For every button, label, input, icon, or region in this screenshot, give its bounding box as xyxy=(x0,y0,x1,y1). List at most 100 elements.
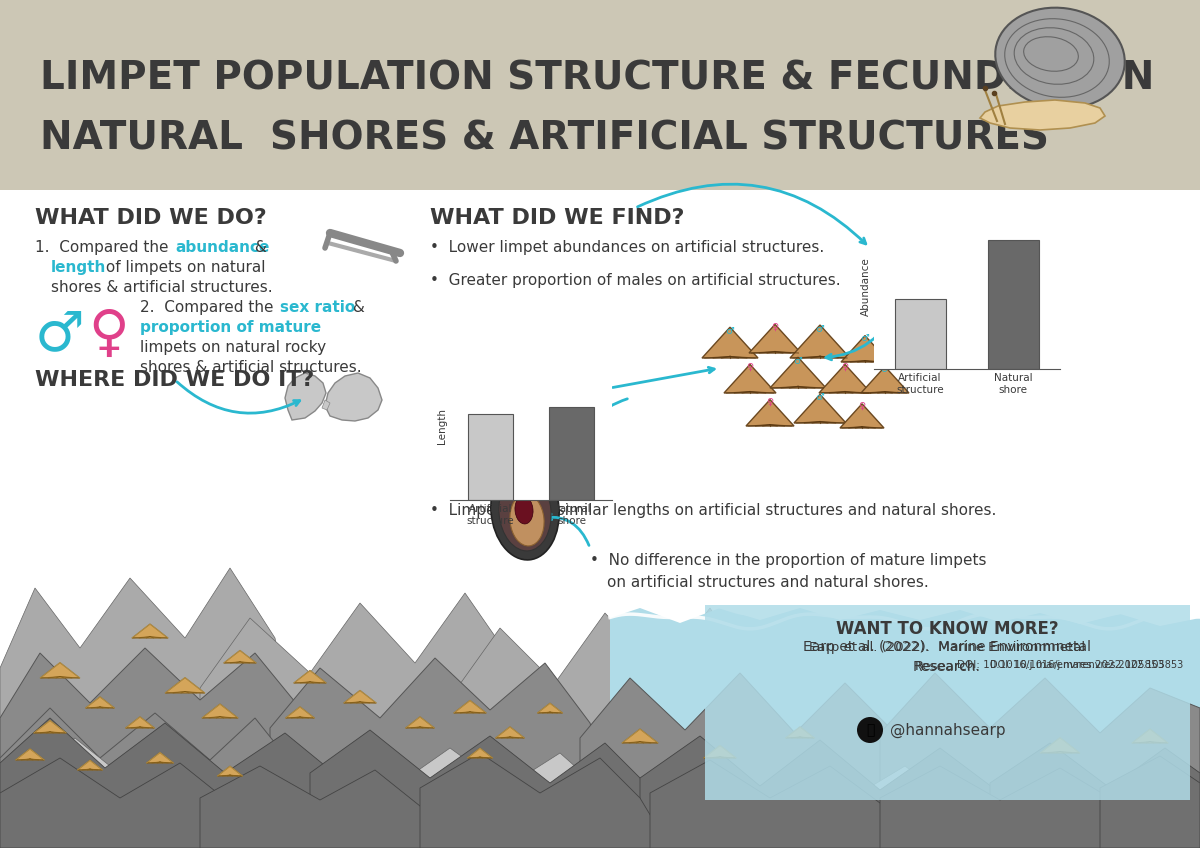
Polygon shape xyxy=(217,767,242,776)
Text: WHAT DID WE FIND?: WHAT DID WE FIND? xyxy=(430,208,684,228)
Polygon shape xyxy=(78,760,103,770)
Ellipse shape xyxy=(491,460,559,560)
Polygon shape xyxy=(406,717,434,728)
Polygon shape xyxy=(126,717,155,728)
Text: DOI: 10.1016/j.marenvres.2022.105853: DOI: 10.1016/j.marenvres.2022.105853 xyxy=(990,660,1183,670)
Polygon shape xyxy=(746,399,794,426)
Polygon shape xyxy=(862,366,910,393)
Polygon shape xyxy=(146,752,174,763)
Polygon shape xyxy=(166,678,205,693)
Y-axis label: Abundance: Abundance xyxy=(860,257,871,315)
Polygon shape xyxy=(790,325,850,358)
Text: ♀: ♀ xyxy=(767,397,774,407)
Polygon shape xyxy=(30,738,265,848)
Polygon shape xyxy=(880,673,1200,848)
Bar xyxy=(988,240,1039,369)
Text: shores & artificial structures.: shores & artificial structures. xyxy=(140,360,361,375)
Text: limpets on natural rocky: limpets on natural rocky xyxy=(140,340,326,355)
Polygon shape xyxy=(450,608,790,848)
Polygon shape xyxy=(0,758,270,848)
Text: ♀: ♀ xyxy=(772,322,779,332)
Text: NATURAL  SHORES & ARTIFICIAL STRUCTURES: NATURAL SHORES & ARTIFICIAL STRUCTURES xyxy=(40,120,1049,158)
Polygon shape xyxy=(224,650,257,663)
Polygon shape xyxy=(794,394,846,423)
Polygon shape xyxy=(322,400,330,410)
Polygon shape xyxy=(880,766,1160,848)
Polygon shape xyxy=(841,336,889,362)
Bar xyxy=(706,605,1190,800)
Polygon shape xyxy=(344,690,377,703)
Ellipse shape xyxy=(995,8,1124,109)
Polygon shape xyxy=(770,357,826,388)
Polygon shape xyxy=(325,373,382,421)
Polygon shape xyxy=(270,658,630,848)
Text: Earp et al. (2022).  Marine Environmnetal: Earp et al. (2022). Marine Environmnetal xyxy=(809,641,1085,654)
Polygon shape xyxy=(286,706,314,718)
Polygon shape xyxy=(580,673,930,848)
Polygon shape xyxy=(310,730,690,848)
Polygon shape xyxy=(85,697,114,708)
Text: •  Greater proportion of males on artificial structures.: • Greater proportion of males on artific… xyxy=(430,273,841,288)
Ellipse shape xyxy=(515,496,533,524)
Text: abundance: abundance xyxy=(175,240,269,255)
Polygon shape xyxy=(610,608,1200,848)
Polygon shape xyxy=(702,327,758,358)
Polygon shape xyxy=(980,100,1105,130)
Text: WHAT DID WE DO?: WHAT DID WE DO? xyxy=(35,208,266,228)
Bar xyxy=(468,415,512,500)
Polygon shape xyxy=(622,729,658,743)
Polygon shape xyxy=(900,648,1200,848)
Polygon shape xyxy=(34,721,66,733)
Text: ♀: ♀ xyxy=(841,362,848,372)
Text: &: & xyxy=(348,300,365,315)
Bar xyxy=(550,407,594,500)
Text: DOI: 10.1016/j.marenvres.2022.105853: DOI: 10.1016/j.marenvres.2022.105853 xyxy=(958,660,1164,670)
Text: ♀: ♀ xyxy=(746,362,754,372)
Polygon shape xyxy=(420,753,670,848)
Polygon shape xyxy=(0,568,310,848)
Polygon shape xyxy=(468,748,493,758)
Polygon shape xyxy=(200,766,455,848)
Polygon shape xyxy=(0,708,320,848)
Polygon shape xyxy=(818,365,871,393)
Text: •  No difference in the proportion of mature limpets: • No difference in the proportion of mat… xyxy=(590,553,986,568)
Text: 🐦: 🐦 xyxy=(866,723,874,737)
Polygon shape xyxy=(0,718,370,848)
Text: ♂: ♂ xyxy=(816,324,824,334)
Ellipse shape xyxy=(512,465,533,487)
Polygon shape xyxy=(200,593,540,848)
Polygon shape xyxy=(749,325,802,353)
Text: •  Limpets were similar lengths on artificial structures and natural shores.: • Limpets were similar lengths on artifi… xyxy=(430,503,996,518)
Text: ♂: ♂ xyxy=(35,308,85,362)
Polygon shape xyxy=(1132,729,1168,743)
Text: Research.: Research. xyxy=(914,660,979,673)
Text: ♂: ♂ xyxy=(881,364,889,374)
Text: WHERE DID WE DO IT?: WHERE DID WE DO IT? xyxy=(35,370,314,390)
Ellipse shape xyxy=(510,494,544,546)
Text: ♂: ♂ xyxy=(793,355,803,365)
Text: proportion of mature: proportion of mature xyxy=(140,320,322,335)
Text: •  Lower limpet abundances on artificial structures.: • Lower limpet abundances on artificial … xyxy=(430,240,824,255)
Text: shores & artificial structures.: shores & artificial structures. xyxy=(50,280,272,295)
Text: length: length xyxy=(50,260,107,275)
Polygon shape xyxy=(41,662,79,678)
Text: ♀: ♀ xyxy=(88,308,128,362)
Text: on artificial structures and natural shores.: on artificial structures and natural sho… xyxy=(607,575,929,590)
Ellipse shape xyxy=(499,473,551,551)
Polygon shape xyxy=(786,727,815,738)
Text: WANT TO KNOW MORE?: WANT TO KNOW MORE? xyxy=(835,620,1058,638)
Polygon shape xyxy=(640,736,1040,848)
Text: ♂: ♂ xyxy=(816,392,824,402)
Polygon shape xyxy=(0,648,340,848)
Polygon shape xyxy=(1100,756,1200,848)
Polygon shape xyxy=(680,628,1020,848)
Text: ♀: ♀ xyxy=(858,400,865,410)
Polygon shape xyxy=(496,727,524,738)
Text: 2.  Compared the: 2. Compared the xyxy=(140,300,278,315)
Polygon shape xyxy=(16,749,44,760)
Polygon shape xyxy=(132,624,168,638)
Polygon shape xyxy=(650,760,910,848)
Y-axis label: Length: Length xyxy=(437,408,448,444)
Text: @hannahsearp: @hannahsearp xyxy=(890,722,1006,738)
Circle shape xyxy=(857,717,883,743)
